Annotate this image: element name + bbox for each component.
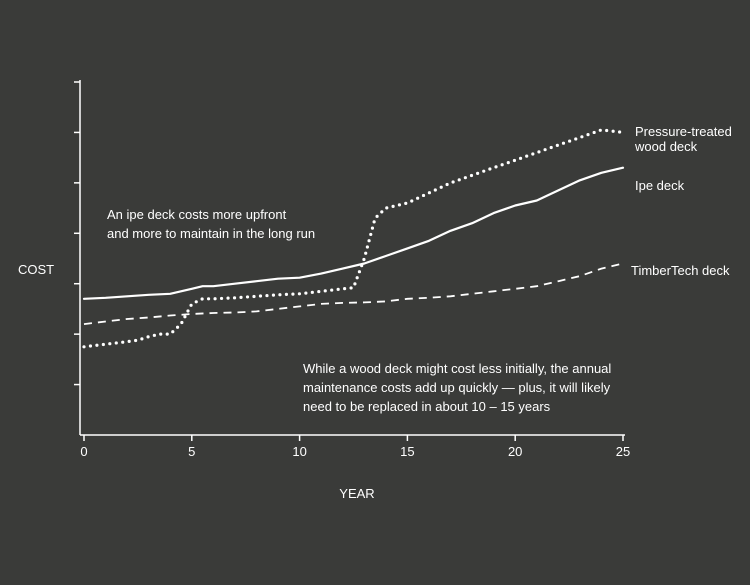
- series-labels: Pressure-treated wood deck Ipe deck TimberT…: [631, 124, 732, 278]
- series-label-line: TimberTech deck: [631, 263, 730, 278]
- series-line-dashed-2: [83, 262, 624, 325]
- annotation-ipe-line-2: and more to maintain in the long run: [107, 226, 315, 241]
- x-axis-label: YEAR: [339, 486, 374, 501]
- x-tick-label: 15: [400, 444, 414, 459]
- annotation-ipe-line-1: An ipe deck costs more upfront: [107, 207, 287, 222]
- annotation-wood-maintenance: While a wood deck might cost less initia…: [303, 361, 615, 414]
- series-line-solid-1: [82, 166, 625, 300]
- x-tick-label: 5: [188, 444, 195, 459]
- series-label-line: Pressure-treated: [635, 124, 732, 139]
- chart-axes: [79, 80, 625, 436]
- annotation-wood-line-1: While a wood deck might cost less initia…: [303, 361, 611, 376]
- series-label-line: Ipe deck: [635, 178, 685, 193]
- series-label-1: Ipe deck: [635, 178, 685, 193]
- series-line-dotted-0: [82, 128, 625, 349]
- series-label-line: wood deck: [634, 139, 698, 154]
- x-tick-label: 0: [80, 444, 87, 459]
- annotation-wood-line-3: need to be replaced in about 10 – 15 yea…: [303, 399, 551, 414]
- annotation-wood-line-2: maintenance costs add up quickly — plus,…: [303, 380, 611, 395]
- x-tick-label: 10: [292, 444, 306, 459]
- annotation-ipe-cost: An ipe deck costs more upfront and more …: [107, 207, 315, 241]
- x-axis-ticks: 0 5 10 15 20 25: [80, 435, 630, 459]
- series-label-2: TimberTech deck: [631, 263, 730, 278]
- x-tick-label: 20: [508, 444, 522, 459]
- y-axis-ticks: [74, 81, 80, 386]
- x-tick-label: 25: [616, 444, 630, 459]
- series-label-0: Pressure-treated wood deck: [634, 124, 732, 154]
- series-lines: [82, 128, 625, 349]
- y-axis-label: COST: [18, 262, 54, 277]
